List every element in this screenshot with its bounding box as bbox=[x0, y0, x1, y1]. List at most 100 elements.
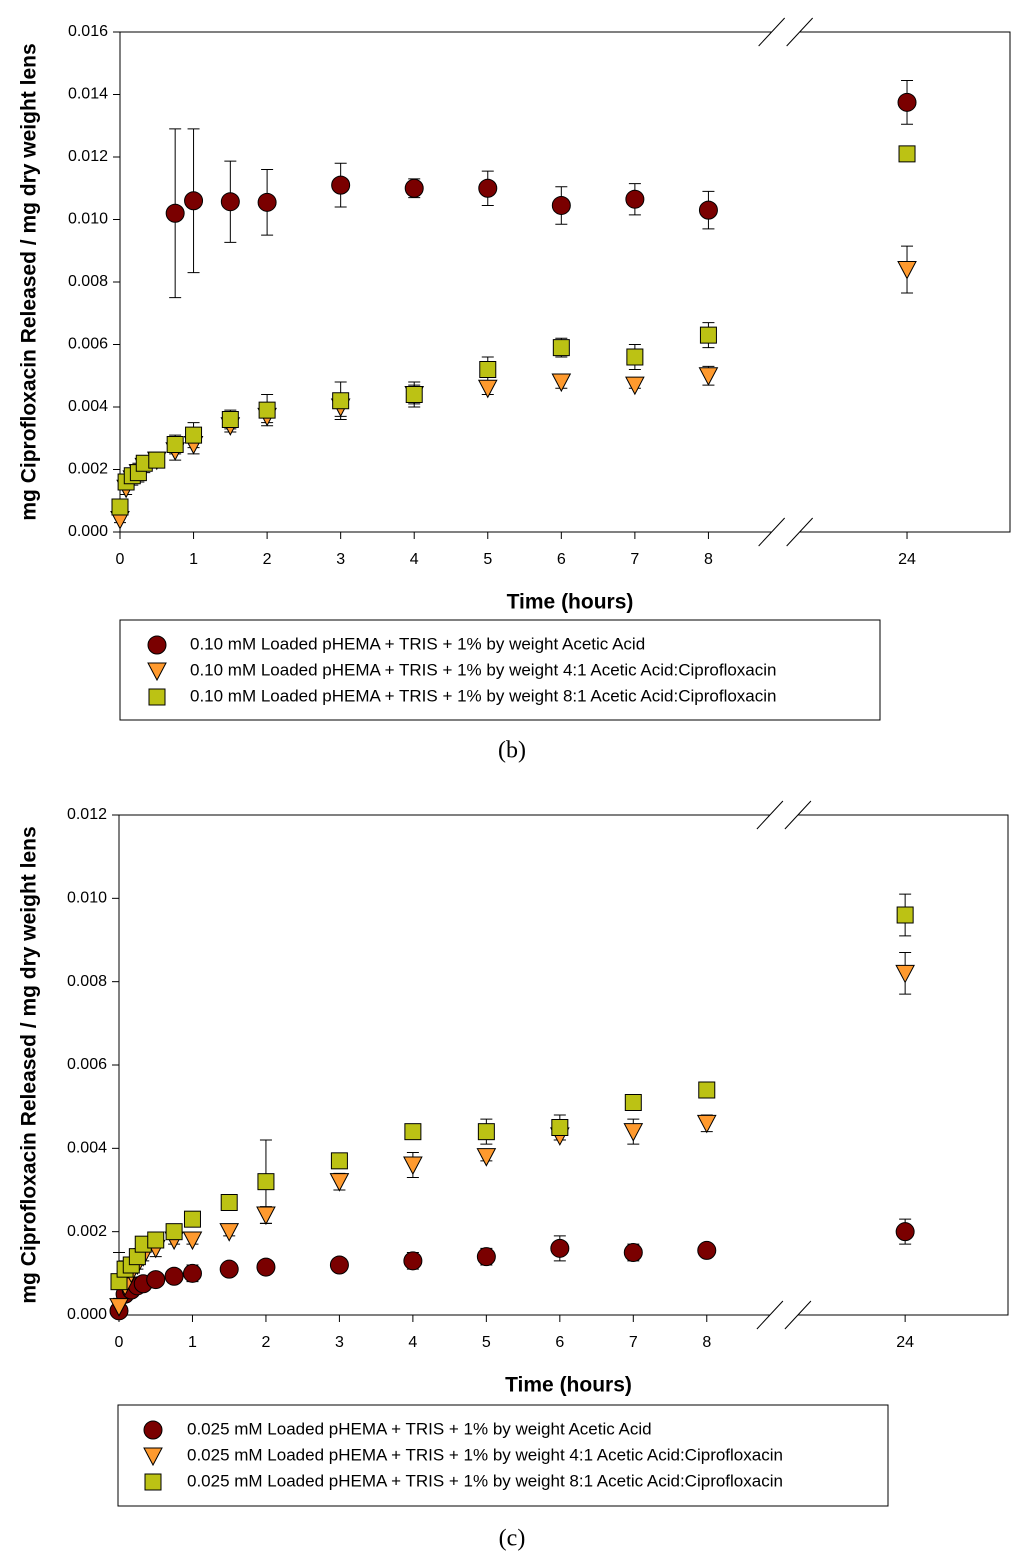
data-point bbox=[258, 401, 276, 419]
y-axis-label: mg Ciprofloxacin Released / mg dry weigh… bbox=[18, 43, 41, 520]
data-point bbox=[625, 189, 645, 209]
legend-marker bbox=[148, 688, 166, 706]
x-tick-label: 8 bbox=[702, 1334, 711, 1351]
data-point bbox=[477, 1123, 495, 1141]
data-point bbox=[552, 339, 570, 357]
data-point bbox=[623, 1123, 644, 1142]
data-point bbox=[699, 326, 717, 344]
x-tick-label: 3 bbox=[336, 551, 345, 568]
x-tick-label: 1 bbox=[189, 551, 198, 568]
axis-break-mark bbox=[784, 1300, 812, 1330]
axis-break-mark bbox=[784, 800, 812, 830]
data-point bbox=[625, 376, 645, 396]
data-point bbox=[332, 392, 350, 410]
data-point bbox=[623, 1243, 643, 1262]
data-point bbox=[476, 1148, 497, 1167]
data-point bbox=[331, 175, 351, 195]
data-point bbox=[329, 1173, 350, 1192]
data-point bbox=[165, 1223, 183, 1241]
data-point bbox=[551, 195, 571, 215]
chart: 0.000 0.002 0.004 0.006 0.008 0.010 0.012 0 1 2 3 4… bbox=[18, 800, 1009, 1552]
data-point bbox=[405, 386, 423, 403]
axis-break-mark bbox=[758, 517, 786, 547]
legend-marker bbox=[143, 1447, 163, 1467]
x-tick-label: 2 bbox=[263, 551, 272, 568]
y-axis-label: mg Ciprofloxacin Released / mg dry weigh… bbox=[18, 826, 41, 1303]
y-tick-label: 0.006 bbox=[68, 336, 108, 353]
x-tick-label: 7 bbox=[630, 551, 639, 568]
data-point bbox=[185, 426, 203, 444]
data-point bbox=[479, 361, 497, 378]
chart: 0.000 0.002 0.004 0.006 0.008 0.010 0.012 0.014… bbox=[18, 17, 1011, 764]
data-point bbox=[897, 261, 917, 280]
data-point bbox=[550, 1238, 570, 1258]
data-point bbox=[257, 1173, 275, 1191]
legend-label: 0.10 mM Loaded pHEMA + TRIS + 1% by weig… bbox=[190, 660, 777, 679]
y-tick-label: 0.014 bbox=[68, 86, 108, 103]
data-point bbox=[895, 964, 915, 984]
data-point bbox=[551, 1119, 569, 1136]
x-tick-label: 5 bbox=[483, 551, 492, 568]
data-point bbox=[895, 1222, 915, 1242]
y-tick-label: 0.002 bbox=[67, 1223, 107, 1240]
legend-box bbox=[119, 619, 881, 721]
data-point bbox=[404, 178, 424, 198]
y-tick-label: 0.000 bbox=[67, 1306, 107, 1323]
x-tick-label: 24 bbox=[898, 551, 916, 568]
data-point bbox=[111, 498, 129, 516]
data-point bbox=[551, 373, 572, 393]
x-tick-label: 3 bbox=[335, 1334, 344, 1351]
data-point bbox=[477, 379, 498, 399]
y-tick-label: 0.010 bbox=[68, 211, 108, 228]
data-point bbox=[147, 1231, 165, 1249]
x-tick-label: 4 bbox=[410, 551, 419, 568]
data-point bbox=[182, 1263, 202, 1283]
data-point bbox=[403, 1251, 423, 1271]
x-tick-label: 8 bbox=[704, 551, 713, 568]
axis-break-mark bbox=[758, 17, 786, 47]
legend-label: 0.025 mM Loaded pHEMA + TRIS + 1% by wei… bbox=[187, 1471, 783, 1490]
axis-break-mark bbox=[756, 1300, 784, 1330]
data-point bbox=[330, 1152, 348, 1170]
caption: (c) bbox=[499, 1526, 526, 1552]
data-point bbox=[184, 191, 204, 211]
data-point bbox=[256, 1206, 276, 1226]
y-tick-label: 0.000 bbox=[68, 523, 108, 540]
data-point bbox=[626, 348, 644, 366]
x-tick-label: 5 bbox=[482, 1334, 491, 1351]
data-point bbox=[404, 1123, 422, 1141]
data-point bbox=[219, 1259, 239, 1279]
axis-break-gap bbox=[771, 30, 800, 34]
data-point bbox=[624, 1094, 642, 1111]
data-point bbox=[164, 1266, 184, 1286]
y-tick-label: 0.008 bbox=[68, 273, 108, 290]
data-point bbox=[221, 411, 239, 428]
data-point bbox=[256, 1257, 276, 1277]
data-point bbox=[183, 1210, 201, 1228]
x-axis-label: Time (hours) bbox=[505, 1374, 632, 1397]
axis-break-mark bbox=[786, 517, 814, 547]
axis-break-gap bbox=[771, 530, 800, 534]
y-tick-label: 0.004 bbox=[67, 1140, 107, 1157]
axis-break-mark bbox=[756, 800, 784, 830]
data-point bbox=[148, 451, 166, 469]
legend-label: 0.025 mM Loaded pHEMA + TRIS + 1% by wei… bbox=[187, 1445, 783, 1464]
y-tick-label: 0.012 bbox=[67, 806, 107, 823]
axis-break-gap bbox=[769, 1313, 798, 1317]
data-point bbox=[219, 1223, 240, 1242]
legend-label: 0.10 mM Loaded pHEMA + TRIS + 1% by weig… bbox=[190, 634, 645, 653]
y-tick-label: 0.010 bbox=[67, 890, 107, 907]
data-point bbox=[698, 367, 719, 386]
plot-frame bbox=[119, 31, 1011, 533]
axis-break-gap bbox=[769, 813, 798, 817]
x-tick-label: 6 bbox=[555, 1334, 564, 1351]
x-tick-label: 2 bbox=[261, 1334, 270, 1351]
legend-marker bbox=[147, 635, 167, 655]
data-point bbox=[146, 1270, 166, 1290]
data-point bbox=[696, 1114, 717, 1134]
data-point bbox=[478, 178, 498, 198]
data-point bbox=[329, 1255, 349, 1275]
legend-box bbox=[117, 1404, 889, 1507]
legend-label: 0.025 mM Loaded pHEMA + TRIS + 1% by wei… bbox=[187, 1419, 652, 1438]
